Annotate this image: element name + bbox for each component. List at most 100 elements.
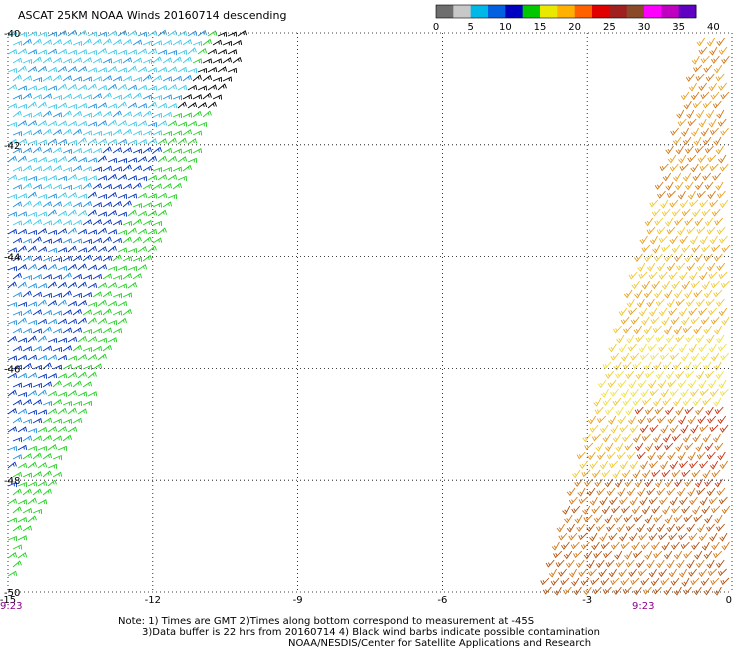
wind-barb <box>107 173 118 181</box>
wind-barb <box>17 176 28 182</box>
wind-barb <box>77 193 88 199</box>
wind-barb <box>132 273 143 280</box>
wind-barb <box>620 577 630 586</box>
wind-barb <box>646 226 656 235</box>
wind-barb <box>57 265 68 271</box>
wind-barb <box>17 337 28 343</box>
wind-barb <box>62 110 72 118</box>
wind-barb <box>202 38 213 46</box>
wind-barb <box>644 253 653 262</box>
wind-barb <box>562 505 571 515</box>
map-grid <box>7 32 733 593</box>
wind-barb <box>22 327 33 334</box>
wind-barb <box>42 93 53 100</box>
wind-barb <box>42 128 52 136</box>
wind-barb <box>596 523 605 532</box>
wind-barb <box>72 254 83 262</box>
wind-barb <box>12 364 23 370</box>
wind-barb <box>713 64 723 74</box>
wind-barb <box>667 415 677 425</box>
wind-barb <box>227 49 238 55</box>
wind-barb <box>102 183 113 190</box>
wind-barb <box>7 84 18 91</box>
wind-barb <box>573 550 583 559</box>
wind-barb <box>658 271 668 280</box>
wind-barb <box>32 146 42 154</box>
wind-barb <box>630 577 640 586</box>
wind-barb <box>696 226 706 235</box>
wind-barb <box>32 200 42 208</box>
wind-barb <box>654 181 664 190</box>
wind-barb <box>709 163 719 172</box>
wind-barb <box>680 424 689 434</box>
wind-barb <box>67 355 78 361</box>
wind-barb <box>685 73 695 82</box>
wind-barb <box>157 49 168 55</box>
wind-barb <box>32 452 42 460</box>
wind-barb <box>42 488 52 496</box>
wind-barb <box>152 220 163 227</box>
wind-barb <box>82 57 93 64</box>
wind-barb <box>97 31 108 37</box>
wind-barb <box>709 235 718 245</box>
wind-barb <box>42 75 53 82</box>
wind-barb <box>681 577 690 587</box>
wind-barb <box>634 253 643 262</box>
wind-barb <box>600 388 609 398</box>
wind-barb <box>695 334 705 344</box>
wind-barb <box>661 541 670 551</box>
wind-barb <box>673 514 683 523</box>
scale-swatch <box>678 5 697 18</box>
wind-barb <box>694 181 704 191</box>
wind-barb <box>47 479 57 487</box>
wind-barb <box>102 290 113 298</box>
wind-barb <box>637 487 646 497</box>
wind-barb <box>700 316 710 325</box>
wind-barb <box>698 532 708 542</box>
wind-barb <box>7 319 18 326</box>
wind-barb <box>677 379 687 388</box>
wind-barb <box>112 75 123 82</box>
wind-barb <box>22 218 33 226</box>
wind-barb <box>591 433 601 442</box>
wind-barb <box>698 46 708 55</box>
wind-barb <box>42 165 53 172</box>
wind-barb <box>52 471 63 478</box>
wind-barb <box>187 30 198 37</box>
wind-barb <box>82 166 93 172</box>
wind-barb <box>667 451 676 461</box>
wind-barb <box>17 444 28 451</box>
wind-barb <box>621 469 631 479</box>
wind-barb <box>614 550 623 560</box>
wind-barb <box>599 496 608 506</box>
wind-barb <box>686 262 696 272</box>
wind-barb <box>642 586 652 595</box>
wind-barb <box>706 523 715 532</box>
wind-barb <box>77 391 88 397</box>
wind-barb <box>702 433 711 443</box>
wind-barb <box>672 136 682 146</box>
wind-barb <box>660 388 669 398</box>
wind-barb <box>653 514 663 523</box>
wind-barb <box>675 298 685 307</box>
wind-barb <box>102 38 112 46</box>
wind-barb <box>192 58 203 64</box>
wind-barb <box>579 460 589 469</box>
wind-barb <box>27 283 38 289</box>
wind-barb <box>177 101 187 109</box>
wind-barb <box>82 76 93 82</box>
wind-barb <box>652 325 662 334</box>
wind-barb <box>12 166 23 172</box>
wind-barb <box>127 209 137 217</box>
wind-barb <box>162 183 173 190</box>
wind-barb <box>197 101 208 109</box>
wind-barb <box>637 415 647 425</box>
lon-label: -9 <box>293 595 303 606</box>
wind-barb <box>162 147 173 154</box>
wind-barb <box>673 586 682 596</box>
wind-barb <box>122 164 132 172</box>
wind-barb <box>692 505 701 515</box>
wind-barb <box>102 58 113 64</box>
wind-barb <box>710 388 719 397</box>
wind-barb <box>17 193 28 199</box>
